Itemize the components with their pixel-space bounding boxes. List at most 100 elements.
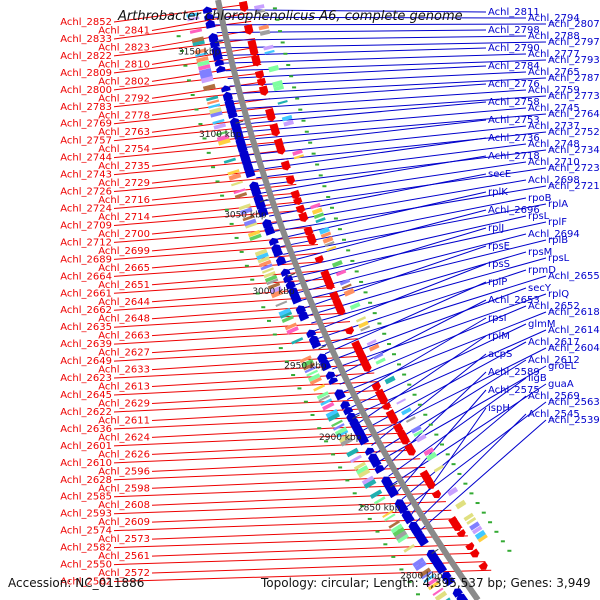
gene-label-right: Achl_2655: [548, 271, 600, 282]
gene-label-left: Achl_2743: [60, 170, 112, 181]
gc-marker: [286, 64, 291, 67]
cog-category-block: [213, 122, 227, 130]
cog-category-block: [259, 29, 271, 36]
forward-gene-arrow: [335, 305, 346, 316]
cog-category-block: [281, 315, 294, 323]
gc-marker: [250, 278, 255, 281]
gc-marker: [292, 86, 297, 89]
gene-label-right: Achl_2653: [488, 295, 540, 306]
cog-category-block: [341, 283, 352, 290]
cog-category-block: [423, 574, 435, 584]
label-connector: [317, 269, 527, 339]
gene-label-right: secY: [528, 283, 552, 294]
label-connector: [113, 518, 457, 532]
cog-category-block: [396, 398, 407, 405]
gc-marker: [176, 35, 181, 38]
cog-category-block: [264, 274, 278, 283]
cog-category-block: [474, 529, 486, 540]
tick-label: 3100 kbp: [199, 130, 242, 140]
forward-gene-arrow: [273, 138, 284, 149]
gc-marker: [368, 301, 373, 304]
cog-category-block: [267, 282, 281, 290]
reverse-gene-arrow: [408, 521, 421, 534]
gc-marker: [304, 130, 309, 133]
gc-marker: [412, 393, 417, 396]
gene-label-right: Achl_2618: [548, 307, 600, 318]
forward-gene-arrow: [306, 233, 317, 245]
gc-marker: [295, 97, 300, 100]
cog-category-block: [394, 530, 408, 541]
gene-label-right: Achl_2721: [548, 181, 600, 192]
forward-gene-arrow: [371, 381, 381, 391]
cog-category-block: [191, 36, 205, 44]
gc-marker: [303, 400, 308, 403]
gene-label-right: ispH: [488, 403, 510, 414]
reverse-gene-arrow: [349, 418, 361, 430]
reverse-gene-arrow: [208, 32, 219, 43]
cog-category-block: [425, 451, 438, 462]
reverse-strand-features: [202, 6, 469, 600]
gc-marker: [333, 217, 338, 220]
gene-label-left: Achl_2611: [98, 415, 150, 426]
cog-category-block: [471, 525, 483, 535]
cog-category-block: [299, 355, 312, 364]
gene-label-left: Achl_2613: [98, 382, 150, 393]
cog-category-block: [401, 407, 412, 416]
cog-category-block: [343, 288, 355, 297]
forward-gene-arrow: [329, 290, 340, 302]
reverse-gene-arrow: [221, 85, 231, 93]
reverse-gene-arrow: [387, 488, 399, 499]
gene-label-right: rplA: [548, 199, 568, 210]
gene-label-right: Achl_2797: [548, 37, 600, 48]
gene-label-right: rplP: [488, 277, 507, 288]
gene-label-left: Achl_2689: [60, 254, 112, 265]
gc-marker: [206, 151, 211, 154]
gene-label-left: Achl_2593: [60, 509, 112, 520]
reverse-gene-arrow: [306, 329, 317, 339]
cog-category-block: [258, 24, 270, 31]
label-connector: [248, 125, 527, 156]
reverse-gene-arrow: [433, 560, 446, 573]
cog-category-block: [360, 325, 371, 332]
gene-label-left: Achl_2561: [98, 551, 150, 562]
gc-marker: [359, 280, 364, 283]
gene-label-left: Achl_2665: [98, 263, 150, 274]
forward-gene-arrow: [478, 561, 488, 570]
cog-category-block: [469, 521, 481, 531]
label-connector: [311, 257, 547, 324]
gc-marker: [229, 222, 234, 225]
cog-category-block: [432, 587, 444, 596]
label-connector: [367, 347, 547, 439]
gc-marker: [387, 343, 392, 346]
gene-label-right: rpmD: [528, 265, 556, 276]
label-connector: [231, 77, 547, 95]
gc-marker: [272, 333, 277, 336]
gc-marker: [391, 555, 396, 558]
label-connector: [415, 413, 527, 523]
label-connector: [113, 466, 426, 481]
gene-label-left: Achl_2645: [60, 390, 112, 401]
cog-category-block: [327, 412, 341, 422]
gene-label-left: Achl_2644: [98, 297, 150, 308]
gc-marker: [397, 363, 402, 366]
gc-marker: [255, 292, 260, 295]
cog-category-block: [233, 188, 246, 195]
label-connector: [211, 9, 487, 13]
gene-label-left: Achl_2810: [98, 59, 150, 70]
reverse-gene-arrow: [358, 436, 370, 446]
gc-marker: [244, 264, 249, 267]
label-connector: [343, 311, 547, 393]
gc-marker: [202, 137, 207, 140]
gene-label-left: Achl_2610: [60, 458, 112, 469]
label-connector: [151, 355, 366, 371]
cog-category-block: [198, 68, 212, 76]
gc-marker: [360, 505, 365, 508]
tick-mark: [235, 120, 244, 124]
gene-label-right: Achl_2569: [528, 391, 580, 402]
gc-marker: [407, 580, 412, 583]
forward-gene-arrow: [256, 77, 266, 87]
tick-mark: [352, 414, 360, 419]
cog-category-block: [316, 391, 329, 400]
gc-marker: [423, 413, 428, 416]
label-connector: [358, 335, 487, 424]
